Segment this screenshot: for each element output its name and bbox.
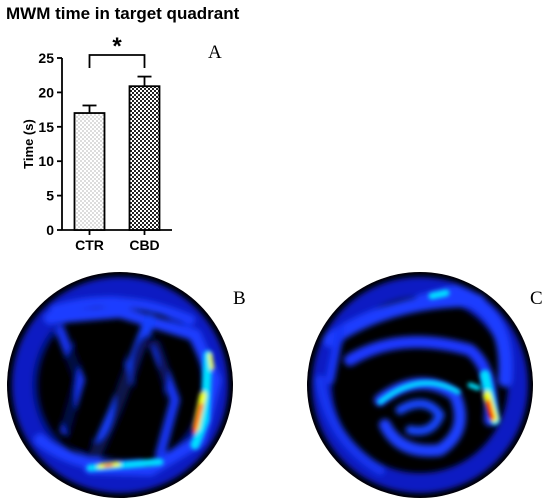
y-tick-label: 20 [38,84,54,100]
significance-bracket: * [88,33,146,68]
y-tick-label: 25 [38,50,54,66]
panel-label-b: B [233,288,246,309]
x-ticks: CTR CBD [75,230,160,253]
significance-line [88,54,146,68]
heatmap-cbd [307,272,533,498]
bar-ctr [73,112,106,231]
bar-chart: Time (s) 0 5 10 15 20 25 CTR CBD * [21,33,172,253]
y-tick-label: 5 [46,188,54,204]
panel-label-a: A [208,42,222,63]
y-tick-label: 0 [46,222,54,238]
y-tick-label: 10 [38,153,54,169]
y-tick-label: 15 [38,119,54,135]
y-ticks: 0 5 10 15 20 25 [38,50,62,238]
heatmap-ctr [7,272,233,498]
panel-label-c: C [530,288,543,309]
y-axis-label: Time (s) [21,119,36,169]
x-tick-label-cbd: CBD [129,237,159,253]
bars [73,75,161,231]
chart-title: MWM time in target quadrant [6,4,240,23]
x-tick-label-ctr: CTR [75,237,104,253]
significance-star: * [112,33,122,60]
bar-cbd [128,85,161,231]
